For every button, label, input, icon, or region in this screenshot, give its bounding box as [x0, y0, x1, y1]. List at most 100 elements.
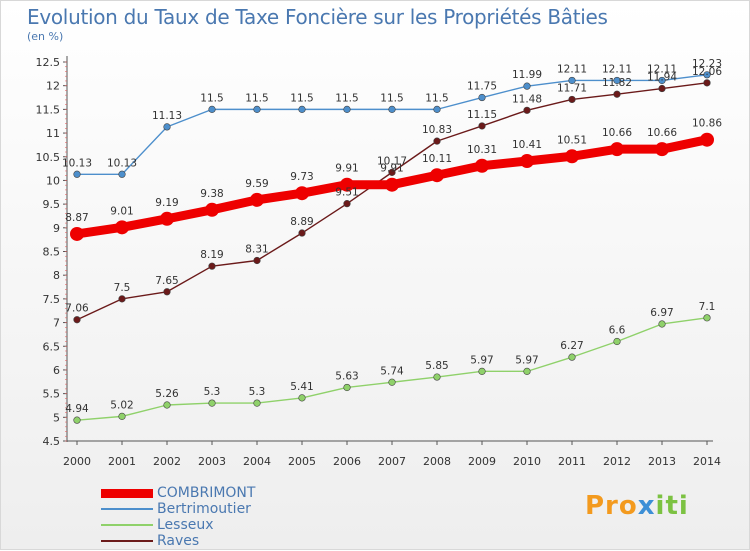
data-point: [478, 93, 486, 102]
data-label: 11.5: [290, 92, 313, 104]
data-label: 10.83: [422, 124, 452, 136]
data-label: 5.74: [380, 365, 404, 377]
data-point: [253, 256, 261, 265]
legend-label: COMBRIMONT: [157, 485, 256, 501]
y-tick-label: 6: [53, 364, 60, 377]
data-point: [703, 71, 711, 79]
data-label: 10.41: [512, 139, 542, 151]
data-point: [295, 186, 309, 201]
legend-label: Lesseux: [157, 517, 214, 533]
data-point: [163, 401, 171, 409]
data-label: 5.97: [470, 354, 493, 366]
data-label: 11.15: [467, 109, 497, 121]
data-point: [658, 84, 666, 93]
data-point: [118, 170, 126, 178]
data-point: [343, 383, 351, 392]
data-point: [343, 200, 351, 208]
data-point: [433, 373, 441, 381]
data-label: 10.13: [107, 157, 137, 169]
x-tick-label: 2001: [108, 455, 136, 468]
data-label: 5.02: [110, 399, 133, 411]
data-label: 5.26: [155, 388, 179, 400]
chart-title: Evolution du Taux de Taxe Foncière sur l…: [27, 5, 608, 29]
x-tick-label: 2005: [288, 455, 316, 468]
data-label: 12.11: [602, 63, 632, 75]
data-label: 10.86: [692, 118, 722, 130]
y-tick-label: 10.5: [36, 151, 61, 164]
data-label: 6.27: [560, 340, 583, 352]
y-tick-label: 5: [53, 411, 60, 424]
data-label: 11.5: [200, 92, 223, 104]
data-point: [613, 337, 621, 346]
x-tick-label: 2014: [693, 455, 721, 468]
x-tick-label: 2008: [423, 455, 451, 468]
y-tick-label: 8: [53, 269, 60, 282]
x-tick-label: 2004: [243, 455, 271, 468]
data-point: [475, 158, 489, 173]
data-label: 10.11: [422, 153, 452, 165]
data-label: 11.5: [380, 92, 403, 104]
y-tick-label: 5.5: [43, 388, 61, 401]
y-tick-label: 4.5: [43, 435, 61, 448]
data-label: 11.82: [602, 77, 632, 89]
data-point: [523, 106, 531, 114]
x-tick-label: 2000: [63, 455, 91, 468]
data-point: [655, 142, 669, 157]
data-label: 5.41: [290, 381, 313, 393]
data-point: [565, 149, 579, 164]
data-point: [523, 82, 531, 90]
legend-item-raves: Raves: [101, 533, 255, 549]
data-point: [610, 142, 624, 157]
data-label: 6.6: [609, 325, 626, 337]
data-label: 11.99: [512, 69, 542, 81]
data-point: [388, 378, 396, 386]
data-label: 7.06: [65, 303, 89, 315]
data-point: [478, 367, 486, 375]
data-label: 12.23: [692, 58, 722, 70]
data-label: 10.31: [467, 144, 497, 156]
data-point: [73, 316, 81, 324]
data-label: 6.97: [650, 307, 673, 319]
data-point: [433, 105, 441, 113]
data-point: [700, 132, 714, 147]
data-label: 8.89: [290, 216, 313, 228]
y-tick-label: 12.5: [36, 56, 61, 69]
data-label: 9.73: [290, 171, 313, 183]
x-tick-label: 2006: [333, 455, 361, 468]
data-label: 9.51: [335, 187, 358, 199]
x-tick-label: 2010: [513, 455, 541, 468]
x-tick-label: 2011: [558, 455, 586, 468]
legend-swatch: [101, 540, 153, 542]
data-label: 5.3: [249, 386, 266, 398]
data-point: [568, 95, 576, 104]
x-tick-label: 2002: [153, 455, 181, 468]
data-point: [658, 320, 666, 328]
x-tick-label: 2009: [468, 455, 496, 468]
data-point: [298, 105, 306, 113]
y-tick-label: 12: [46, 80, 60, 93]
data-label: 8.31: [245, 244, 268, 256]
legend-item-lesseux: Lesseux: [101, 517, 255, 533]
data-point: [340, 177, 354, 192]
legend: COMBRIMONT Bertrimoutier Lesseux Raves: [101, 485, 255, 549]
data-point: [253, 105, 261, 113]
data-point: [250, 192, 264, 207]
data-label: 5.97: [515, 354, 538, 366]
data-label: 10.51: [557, 134, 587, 146]
data-label: 11.48: [512, 93, 542, 105]
data-point: [118, 412, 126, 420]
data-label: 11.71: [557, 82, 587, 94]
data-point: [208, 399, 216, 407]
data-label: 10.13: [62, 157, 92, 169]
data-point: [208, 262, 216, 270]
data-point: [70, 226, 84, 241]
data-point: [703, 79, 711, 87]
data-label: 10.66: [647, 127, 677, 139]
legend-label: Raves: [157, 533, 200, 549]
data-label: 11.5: [425, 92, 448, 104]
proxiti-logo: Proxiti: [585, 491, 689, 521]
data-point: [388, 168, 396, 176]
data-label: 9.91: [380, 163, 403, 175]
legend-label: Bertrimoutier: [157, 501, 251, 517]
